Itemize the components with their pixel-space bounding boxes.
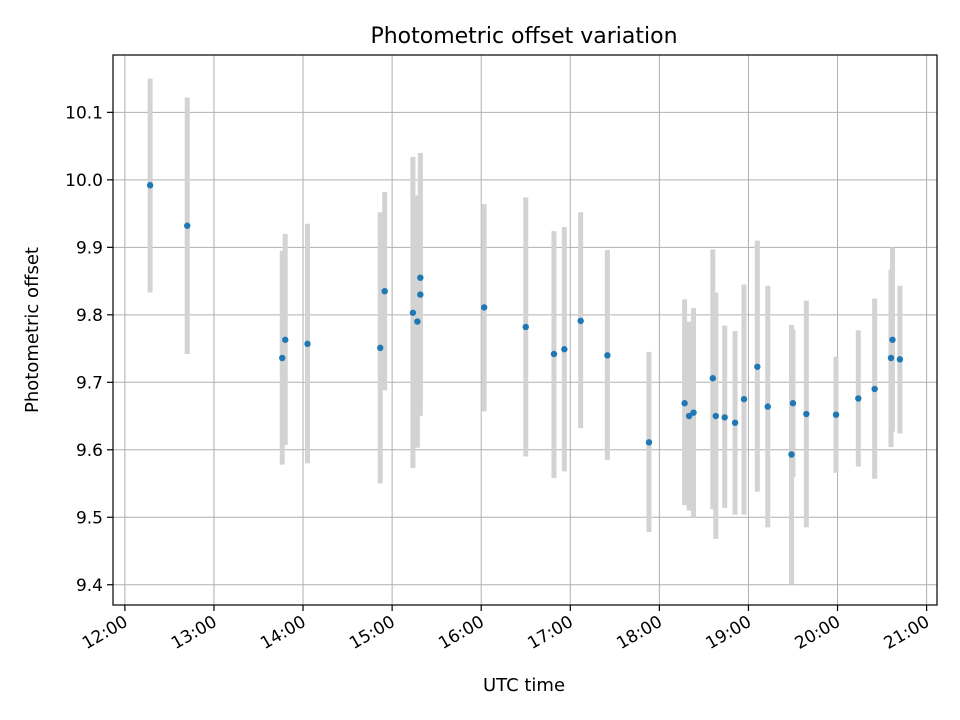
data-point bbox=[561, 346, 568, 353]
x-tick-label: 12:00 bbox=[79, 612, 131, 654]
x-tick-label: 19:00 bbox=[703, 612, 755, 654]
data-point bbox=[146, 182, 154, 189]
data-point bbox=[604, 352, 611, 359]
x-tick-label: 17:00 bbox=[524, 612, 576, 654]
data-point bbox=[409, 309, 417, 316]
data-point bbox=[855, 395, 862, 402]
x-tick-label: 18:00 bbox=[613, 612, 665, 654]
y-axis: 9.4 9.5 9.6 9.7 9.8 9.9 10.0 10.1 bbox=[65, 103, 113, 596]
y-tick-label: 9.4 bbox=[76, 576, 103, 596]
data-point bbox=[417, 291, 424, 298]
data-point bbox=[712, 412, 719, 420]
x-tick-label: 14:00 bbox=[257, 612, 309, 654]
data-point bbox=[731, 419, 739, 426]
data-point bbox=[381, 287, 388, 295]
data-point bbox=[522, 323, 529, 331]
data-point bbox=[685, 412, 693, 420]
y-axis-label: Photometric offset bbox=[22, 247, 43, 413]
data-point bbox=[645, 439, 653, 446]
data-points bbox=[146, 182, 904, 458]
data-point bbox=[417, 274, 424, 281]
error-bars bbox=[147, 78, 903, 585]
data-point bbox=[871, 385, 878, 393]
data-point bbox=[279, 354, 286, 362]
data-point bbox=[377, 344, 384, 352]
data-point bbox=[754, 363, 761, 370]
data-point bbox=[414, 318, 421, 325]
chart-title: Photometric offset variation bbox=[370, 24, 677, 49]
data-point bbox=[304, 340, 311, 348]
y-tick-label: 9.8 bbox=[76, 306, 103, 326]
y-tick-label: 10.0 bbox=[65, 171, 103, 191]
x-tick-label: 20:00 bbox=[792, 612, 844, 654]
data-point bbox=[896, 356, 904, 363]
data-point bbox=[789, 400, 797, 407]
y-tick-label: 9.6 bbox=[76, 441, 103, 461]
x-tick-label: 21:00 bbox=[881, 612, 933, 654]
data-point bbox=[577, 317, 584, 325]
y-tick-label: 10.1 bbox=[65, 103, 103, 123]
data-point bbox=[690, 409, 697, 416]
data-point bbox=[887, 354, 895, 362]
data-point bbox=[803, 410, 810, 418]
data-point bbox=[889, 336, 896, 343]
y-tick-label: 9.5 bbox=[76, 508, 103, 528]
data-point bbox=[764, 403, 771, 410]
data-point bbox=[550, 350, 558, 358]
x-tick-label: 16:00 bbox=[435, 612, 487, 654]
plot-frame bbox=[112, 54, 938, 606]
x-tick-label: 15:00 bbox=[346, 612, 398, 654]
data-point bbox=[740, 395, 748, 403]
x-tick-label: 13:00 bbox=[168, 612, 220, 654]
data-point bbox=[184, 222, 191, 229]
data-point bbox=[721, 414, 728, 421]
data-point bbox=[709, 375, 717, 382]
data-point bbox=[282, 336, 289, 343]
data-point bbox=[681, 400, 688, 407]
data-point bbox=[480, 304, 488, 311]
data-point bbox=[832, 411, 840, 418]
x-axis: 12:00 13:00 14:00 15:00 16:00 17:00 18:00 19:00… bbox=[79, 605, 933, 654]
x-axis-label: UTC time bbox=[483, 675, 565, 696]
data-point bbox=[788, 451, 795, 458]
y-tick-label: 9.9 bbox=[76, 238, 103, 258]
y-tick-label: 9.7 bbox=[76, 373, 103, 393]
